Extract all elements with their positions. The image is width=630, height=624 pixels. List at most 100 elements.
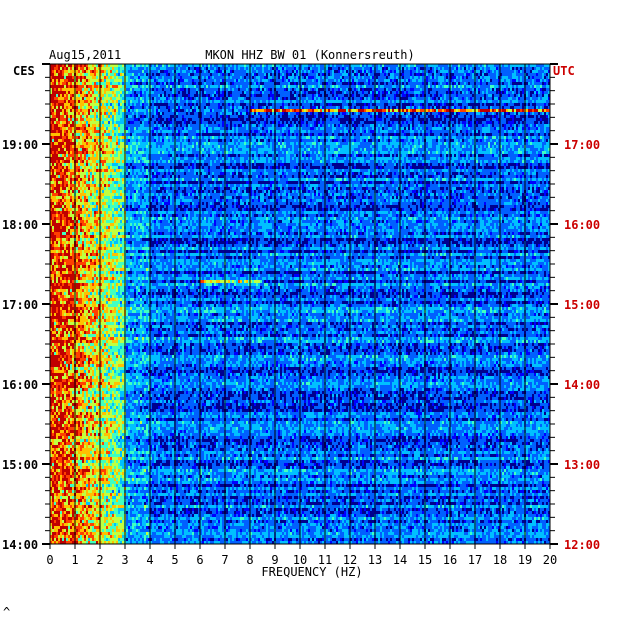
spectrogram-cell xyxy=(538,121,540,124)
spectrogram-cell xyxy=(94,67,96,70)
spectrogram-cell xyxy=(378,85,380,88)
spectrogram-cell xyxy=(306,91,308,94)
spectrogram-cell xyxy=(408,70,410,73)
spectrogram-cell xyxy=(358,85,360,88)
spectrogram-cell xyxy=(60,130,62,133)
spectrogram-cell xyxy=(378,118,380,121)
spectrogram-cell xyxy=(300,91,302,94)
spectrogram-cell xyxy=(380,130,382,133)
spectrogram-cell xyxy=(98,85,100,88)
spectrogram-cell xyxy=(462,67,464,70)
spectrogram-cell xyxy=(514,124,516,127)
spectrogram-cell xyxy=(102,67,104,70)
spectrogram-cell xyxy=(152,91,154,94)
spectrogram-cell xyxy=(484,103,486,106)
spectrogram-cell xyxy=(450,121,452,124)
spectrogram-cell xyxy=(164,79,166,82)
spectrogram-cell xyxy=(426,127,428,130)
spectrogram-cell xyxy=(52,133,54,136)
spectrogram-cell xyxy=(248,85,250,88)
spectrogram-cell xyxy=(364,100,366,103)
spectrogram-cell xyxy=(360,70,362,73)
spectrogram-cell xyxy=(214,127,216,130)
spectrogram-cell xyxy=(432,109,434,112)
spectrogram-cell xyxy=(480,79,482,82)
spectrogram-cell xyxy=(202,124,204,127)
spectrogram-cell xyxy=(490,100,492,103)
spectrogram-cell xyxy=(254,70,256,73)
spectrogram-cell xyxy=(52,67,54,70)
spectrogram-cell xyxy=(70,130,72,133)
spectrogram-cell xyxy=(450,106,452,109)
spectrogram-cell xyxy=(278,121,280,124)
spectrogram-cell xyxy=(308,88,310,91)
spectrogram-cell xyxy=(344,109,346,112)
spectrogram-cell xyxy=(54,91,56,94)
spectrogram-cell xyxy=(438,109,440,112)
spectrogram-cell xyxy=(326,85,328,88)
spectrogram-cell xyxy=(402,100,404,103)
spectrogram-cell xyxy=(352,79,354,82)
spectrogram-cell xyxy=(110,121,112,124)
spectrogram-cell xyxy=(180,106,182,109)
spectrogram-cell xyxy=(518,88,520,91)
spectrogram-cell xyxy=(214,115,216,118)
spectrogram-cell xyxy=(396,109,398,112)
spectrogram-cell xyxy=(440,121,442,124)
spectrogram-cell xyxy=(332,88,334,91)
spectrogram-cell xyxy=(518,109,520,112)
spectrogram-cell xyxy=(70,112,72,115)
spectrogram-cell xyxy=(136,73,138,76)
spectrogram-cell xyxy=(236,64,238,67)
spectrogram-cell xyxy=(180,67,182,70)
spectrogram-cell xyxy=(96,91,98,94)
spectrogram-cell xyxy=(198,73,200,76)
spectrogram-cell xyxy=(186,100,188,103)
spectrogram-cell xyxy=(526,127,528,130)
spectrogram-cell xyxy=(98,79,100,82)
spectrogram-cell xyxy=(184,73,186,76)
spectrogram-cell xyxy=(430,127,432,130)
spectrogram-cell xyxy=(212,124,214,127)
spectrogram-cell xyxy=(146,88,148,91)
spectrogram-cell xyxy=(392,73,394,76)
spectrogram-cell xyxy=(62,118,64,121)
spectrogram-cell xyxy=(302,70,304,73)
spectrogram-cell xyxy=(460,112,462,115)
spectrogram-cell xyxy=(302,130,304,133)
spectrogram-cell xyxy=(50,64,52,67)
spectrogram-cell xyxy=(300,94,302,97)
spectrogram-cell xyxy=(128,124,130,127)
spectrogram-cell xyxy=(464,127,466,130)
spectrogram-cell xyxy=(156,94,158,97)
spectrogram-cell xyxy=(414,79,416,82)
spectrogram-cell xyxy=(80,97,82,100)
spectrogram-cell xyxy=(526,121,528,124)
spectrogram-cell xyxy=(480,82,482,85)
spectrogram-cell xyxy=(278,79,280,82)
spectrogram-cell xyxy=(328,121,330,124)
spectrogram-cell xyxy=(126,73,128,76)
spectrogram-cell xyxy=(192,85,194,88)
spectrogram-cell xyxy=(142,100,144,103)
spectrogram-cell xyxy=(266,88,268,91)
spectrogram-cell xyxy=(144,127,146,130)
spectrogram-cell xyxy=(398,97,400,100)
spectrogram-cell xyxy=(408,73,410,76)
spectrogram-cell xyxy=(242,70,244,73)
spectrogram-cell xyxy=(412,100,414,103)
spectrogram-cell xyxy=(100,97,102,100)
spectrogram-cell xyxy=(530,67,532,70)
spectrogram-cell xyxy=(180,115,182,118)
spectrogram-cell xyxy=(296,88,298,91)
spectrogram-cell xyxy=(56,115,58,118)
spectrogram-cell xyxy=(300,97,302,100)
spectrogram-cell xyxy=(430,100,432,103)
spectrogram-cell xyxy=(330,100,332,103)
spectrogram-cell xyxy=(328,130,330,133)
spectrogram-cell xyxy=(194,88,196,91)
spectrogram-cell xyxy=(190,91,192,94)
spectrogram-cell xyxy=(334,85,336,88)
spectrogram-cell xyxy=(496,118,498,121)
spectrogram-cell xyxy=(478,124,480,127)
